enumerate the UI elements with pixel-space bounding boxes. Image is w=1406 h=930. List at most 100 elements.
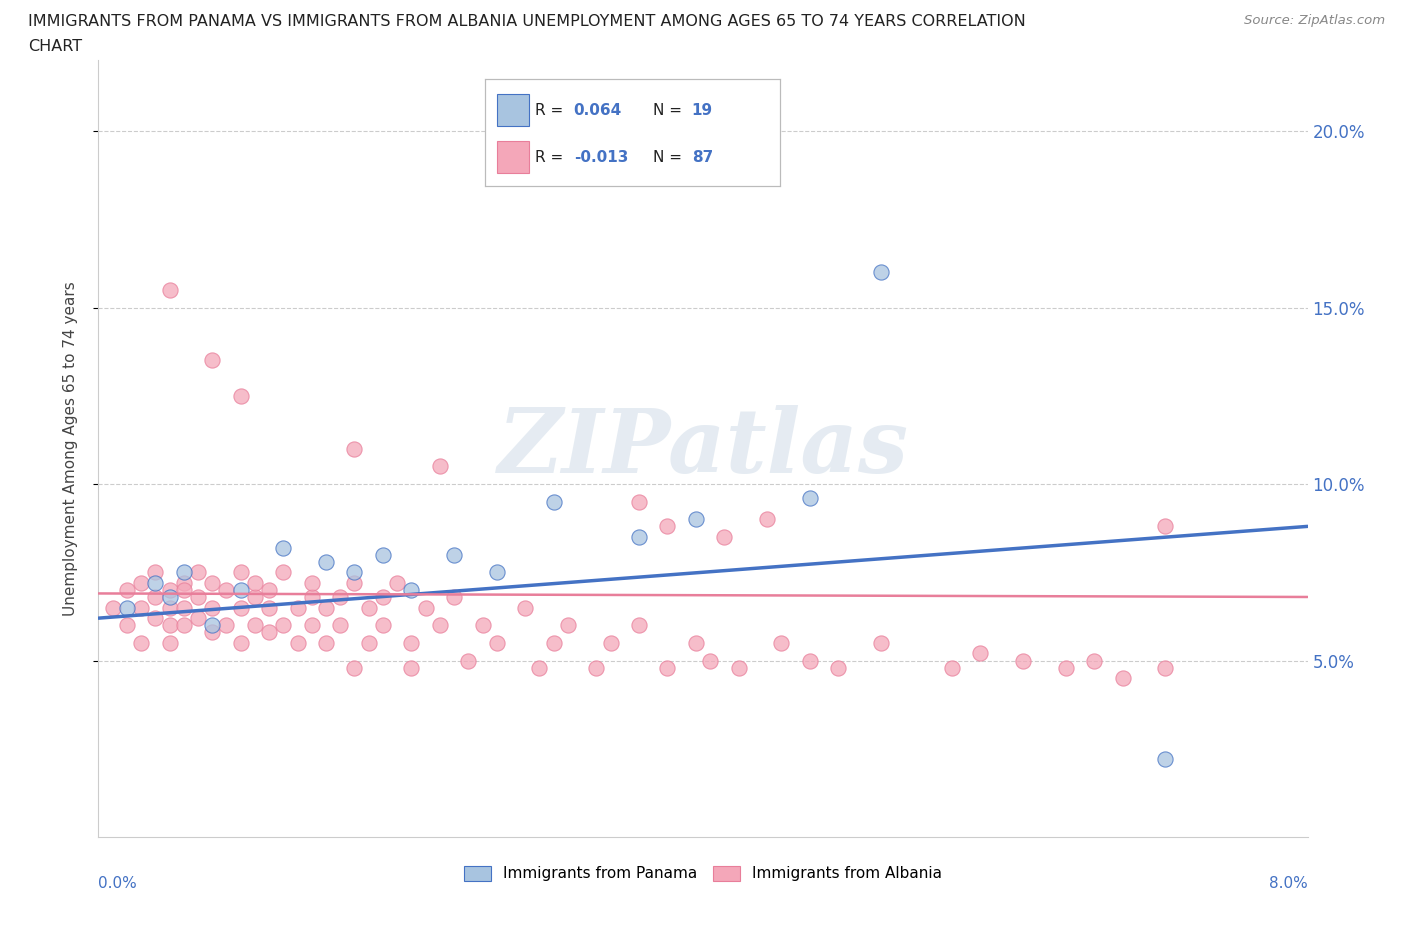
Point	[1154, 751, 1177, 766]
Point	[315, 554, 337, 569]
Point	[243, 618, 266, 632]
Point	[229, 389, 252, 404]
Point	[699, 653, 721, 668]
Point	[515, 600, 537, 615]
Point	[371, 547, 394, 562]
Point	[357, 600, 380, 615]
Point	[101, 600, 124, 615]
Point	[443, 547, 465, 562]
Point	[115, 600, 138, 615]
Point	[129, 576, 152, 591]
Point	[273, 618, 295, 632]
Point	[187, 565, 209, 579]
Point	[485, 565, 508, 579]
Text: 0.0%: 0.0%	[98, 876, 138, 891]
Point	[143, 611, 166, 626]
Point	[685, 512, 707, 526]
Point	[159, 600, 181, 615]
Point	[243, 590, 266, 604]
FancyBboxPatch shape	[496, 94, 529, 126]
Point	[969, 646, 991, 661]
Point	[173, 618, 195, 632]
Point	[287, 600, 309, 615]
Point	[756, 512, 779, 526]
Point	[287, 635, 309, 650]
Point	[799, 653, 821, 668]
Point	[129, 635, 152, 650]
Point	[357, 635, 380, 650]
Text: 0.064: 0.064	[574, 102, 621, 117]
Point	[201, 625, 224, 640]
Legend: Immigrants from Panama, Immigrants from Albania: Immigrants from Panama, Immigrants from …	[457, 859, 949, 887]
Point	[273, 565, 295, 579]
Point	[371, 590, 394, 604]
Point	[173, 582, 195, 597]
Point	[713, 529, 735, 544]
Point	[371, 618, 394, 632]
Text: ZIPatlas: ZIPatlas	[498, 405, 908, 492]
Point	[159, 283, 181, 298]
Point	[1083, 653, 1105, 668]
Point	[115, 582, 138, 597]
Text: -0.013: -0.013	[574, 150, 628, 165]
Point	[799, 491, 821, 506]
Point	[187, 611, 209, 626]
Point	[685, 635, 707, 650]
Point	[229, 635, 252, 650]
Text: CHART: CHART	[28, 39, 82, 54]
Point	[315, 635, 337, 650]
Point	[243, 576, 266, 591]
Point	[201, 353, 224, 368]
Point	[301, 576, 323, 591]
Point	[1111, 671, 1133, 685]
Point	[429, 618, 451, 632]
Point	[159, 590, 181, 604]
Point	[1054, 660, 1077, 675]
Point	[627, 494, 650, 509]
Y-axis label: Unemployment Among Ages 65 to 74 years: Unemployment Among Ages 65 to 74 years	[63, 282, 77, 616]
Point	[657, 660, 679, 675]
Point	[869, 635, 891, 650]
Point	[187, 590, 209, 604]
Point	[173, 565, 195, 579]
Point	[173, 600, 195, 615]
Point	[385, 576, 408, 591]
Point	[343, 565, 366, 579]
Point	[257, 625, 280, 640]
Point	[941, 660, 963, 675]
Point	[315, 600, 337, 615]
Point	[229, 600, 252, 615]
Text: 87: 87	[692, 150, 713, 165]
Point	[770, 635, 793, 650]
Point	[329, 618, 352, 632]
Point	[457, 653, 479, 668]
Point	[229, 582, 252, 597]
Point	[215, 618, 238, 632]
Point	[1154, 660, 1177, 675]
Point	[201, 600, 224, 615]
Point	[869, 265, 891, 280]
Point	[301, 590, 323, 604]
Point	[657, 519, 679, 534]
Text: R =: R =	[536, 102, 568, 117]
Point	[1012, 653, 1035, 668]
Point	[401, 660, 423, 675]
Point	[471, 618, 494, 632]
Point	[301, 618, 323, 632]
Point	[599, 635, 621, 650]
Point	[159, 618, 181, 632]
Point	[727, 660, 749, 675]
Point	[401, 582, 423, 597]
Point	[215, 582, 238, 597]
Text: Source: ZipAtlas.com: Source: ZipAtlas.com	[1244, 14, 1385, 27]
Point	[143, 576, 166, 591]
Point	[401, 635, 423, 650]
Point	[343, 576, 366, 591]
Point	[415, 600, 437, 615]
Text: 19: 19	[692, 102, 713, 117]
Point	[485, 635, 508, 650]
Point	[343, 441, 366, 456]
Point	[627, 529, 650, 544]
Point	[201, 576, 224, 591]
Point	[143, 565, 166, 579]
